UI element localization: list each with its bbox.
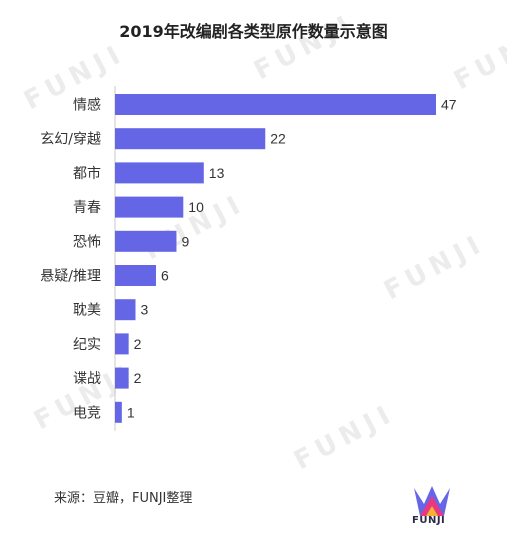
category-label: 耽美 (73, 303, 101, 319)
chart-title: 2019年改编剧各类型原作数量示意图 (119, 22, 388, 41)
bar (115, 94, 436, 115)
category-label: 纪实 (73, 337, 101, 353)
data-label: 47 (441, 97, 457, 113)
logo-wordmark: FUNJI (412, 515, 446, 526)
bar (115, 299, 136, 321)
bar (115, 196, 184, 218)
bar (115, 128, 266, 150)
bar (115, 162, 204, 184)
data-label: 2 (134, 370, 142, 386)
bar (115, 230, 177, 252)
category-label: 青春 (73, 200, 101, 216)
data-label: 13 (209, 165, 225, 181)
category-label: 恐怖 (73, 233, 101, 250)
data-label: 2 (134, 336, 142, 352)
data-label: 10 (188, 199, 204, 215)
watermark-text: FUNJI (289, 398, 400, 476)
bar-group: 情感 47 玄幻/穿越 22 都市 13 青春 10 恐怖 9 悬疑/推理 6 耽美 3 纪实 2 谍战 2 电竞 1 (40, 94, 457, 423)
data-label: 22 (270, 131, 286, 147)
bar (115, 367, 129, 389)
category-label: 情感 (73, 97, 101, 114)
category-label: 电竞 (73, 404, 101, 421)
category-label: 谍战 (73, 371, 101, 387)
source-note: 来源：豆瓣，FUNJI整理 (54, 491, 193, 506)
watermark-text: FUNJI (379, 228, 490, 306)
data-label: 3 (140, 302, 148, 318)
category-label: 玄幻/穿越 (40, 131, 101, 148)
data-label: 6 (161, 268, 169, 284)
bar (115, 401, 122, 423)
category-label: 都市 (73, 165, 101, 182)
category-label: 悬疑/推理 (40, 269, 101, 285)
bar (115, 333, 129, 355)
funji-logo-icon (414, 486, 450, 516)
data-label: 1 (127, 404, 135, 420)
bar (115, 265, 156, 286)
data-label: 9 (181, 233, 189, 249)
